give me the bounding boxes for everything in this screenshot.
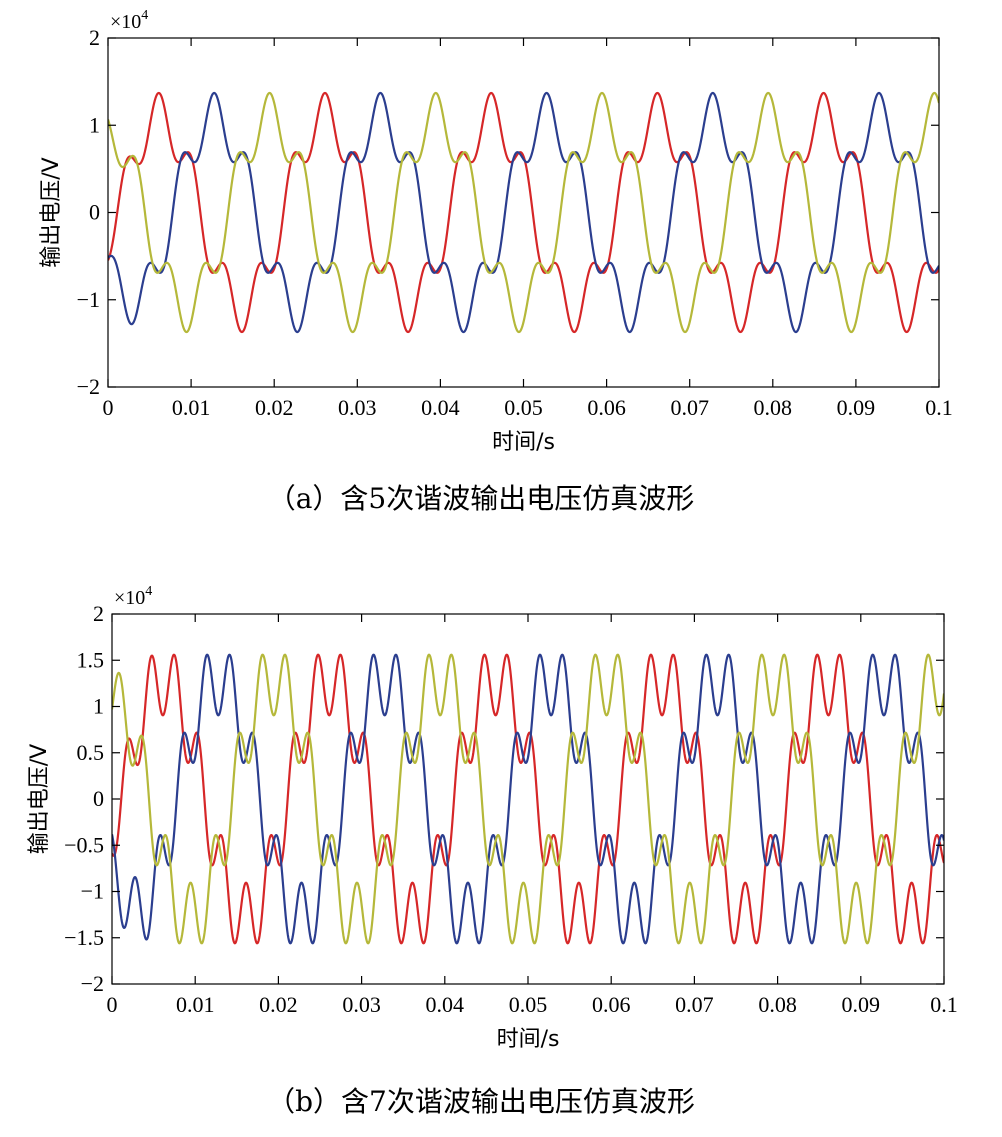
y-tick-label: 0: [89, 200, 100, 225]
x-tick-label: 0.09: [837, 395, 876, 420]
y-tick-label: −1: [81, 879, 104, 904]
x-tick-label: 0.02: [259, 992, 298, 1017]
series-group: [108, 91, 939, 334]
x-tick-label: 0: [107, 992, 118, 1017]
y-tick-label: 2: [93, 601, 104, 626]
chart-b: 0 0.01 0.02 0.03 0.04 0.05 0.06 0.07 0.08 0.09 0.1…: [27, 584, 958, 1118]
chart-caption: （b）含7次谐波输出电压仿真波形: [267, 1085, 695, 1118]
series-group: [112, 653, 944, 945]
x-tick-label: 0.09: [842, 992, 881, 1017]
chart-caption: （a）含5次谐波输出电压仿真波形: [268, 482, 695, 515]
x-axis-label: 时间/s: [497, 1027, 560, 1052]
series-line-3: [112, 653, 944, 945]
x-tick-label: 0.06: [587, 395, 626, 420]
y-tick-label: 0.5: [77, 740, 105, 765]
y-tick-label: 2: [89, 25, 100, 50]
y-multiplier: ×104: [110, 8, 148, 33]
plot-frame: [111, 613, 945, 985]
y-tick-label: −2: [77, 374, 100, 399]
y-tick-label: −0.5: [64, 832, 104, 857]
x-tick-label: 0.1: [925, 395, 953, 420]
x-tick-label: 0: [103, 395, 114, 420]
x-tick-label: 0.08: [754, 395, 793, 420]
x-tick-label: 0.01: [172, 395, 211, 420]
y-tick-label: 0: [93, 786, 104, 811]
series-line-2: [112, 653, 944, 945]
x-tick-label: 0.07: [675, 992, 714, 1017]
x-tick-label: 0.03: [338, 395, 377, 420]
y-tick-label: 1: [89, 112, 100, 137]
chart-a: 0 0.01 0.02 0.03 0.04 0.05 0.06 0.07 0.08 0.09 0.1…: [39, 8, 953, 515]
series-line-1: [108, 91, 939, 334]
y-multiplier-exp: 4: [141, 8, 148, 23]
series-line-2: [108, 91, 939, 334]
y-multiplier-exp: 4: [145, 584, 152, 599]
series-line-3: [108, 91, 939, 334]
y-multiplier: ×104: [114, 584, 152, 609]
x-axis-label: 时间/s: [492, 430, 555, 455]
y-axis-label: 输出电压/V: [39, 157, 64, 267]
y-tick-label: −1: [77, 287, 100, 312]
series-line-1: [112, 653, 944, 945]
plot-frame: [107, 37, 940, 388]
x-tick-label: 0.08: [758, 992, 797, 1017]
y-tick-label: 1: [93, 694, 104, 719]
x-tick-label: 0.03: [342, 992, 381, 1017]
y-axis-label: 输出电压/V: [27, 744, 52, 854]
y-tick-label: −2: [81, 971, 104, 996]
x-tick-label: 0.04: [426, 992, 465, 1017]
x-tick-label: 0.05: [509, 992, 548, 1017]
x-tick-label: 0.05: [504, 395, 543, 420]
x-tick-label: 0.06: [592, 992, 631, 1017]
x-tick-label: 0.07: [670, 395, 709, 420]
x-tick-label: 0.02: [255, 395, 294, 420]
x-tick-label: 0.04: [421, 395, 460, 420]
x-tick-label: 0.1: [930, 992, 958, 1017]
y-tick-label: −1.5: [64, 925, 104, 950]
x-tick-label: 0.01: [176, 992, 215, 1017]
y-tick-label: 1.5: [77, 647, 105, 672]
